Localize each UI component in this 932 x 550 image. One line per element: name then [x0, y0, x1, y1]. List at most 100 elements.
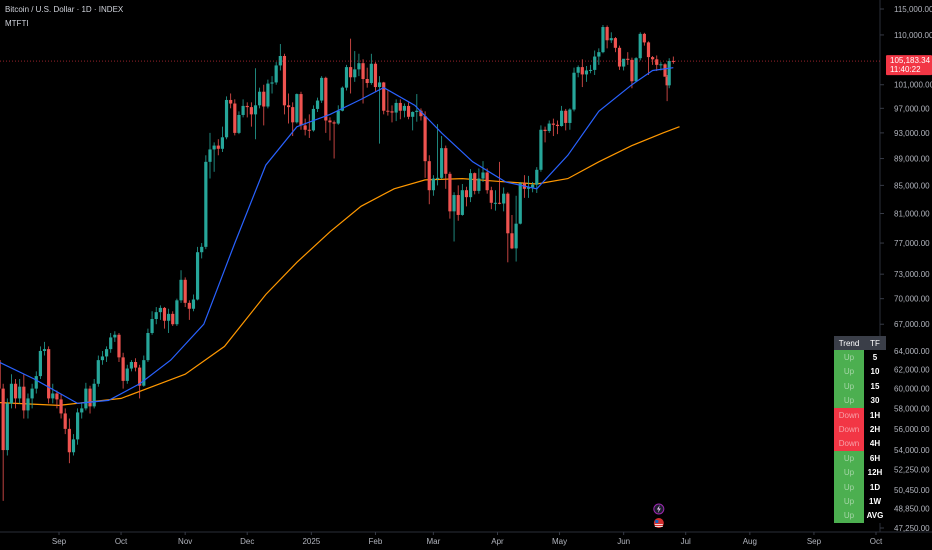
- candle: [531, 181, 535, 193]
- candle-body: [638, 33, 642, 59]
- candle-body: [576, 67, 580, 73]
- candle-body: [456, 195, 460, 215]
- candle: [588, 64, 593, 74]
- candle-body: [659, 64, 663, 66]
- candle: [249, 102, 253, 127]
- candle: [100, 350, 105, 365]
- x-tick-label: Aug: [743, 537, 757, 546]
- indicator-name[interactable]: MTFTI: [5, 19, 29, 28]
- candle: [233, 99, 237, 136]
- timeframe-cell: 1D: [864, 479, 886, 495]
- candle: [622, 58, 626, 71]
- trend-row: Up 6H: [834, 451, 886, 466]
- y-tick-label: 81,000.00: [894, 210, 930, 219]
- candle: [609, 32, 613, 43]
- trend-row: Up 1W: [834, 494, 886, 509]
- candle: [510, 214, 514, 250]
- timeframe-cell: 4H: [864, 436, 886, 452]
- candle: [125, 364, 129, 384]
- candle: [55, 390, 59, 409]
- candle-body: [142, 360, 146, 386]
- candle-body: [204, 161, 208, 247]
- timeframe-cell: 30: [864, 393, 886, 408]
- candle: [344, 64, 349, 91]
- candle: [150, 311, 154, 335]
- candle: [34, 371, 38, 394]
- trend-row: Up 30: [834, 393, 886, 408]
- candle-body: [340, 87, 344, 111]
- x-tick-label: Sep: [52, 537, 67, 546]
- candle: [427, 155, 431, 205]
- candle: [551, 118, 555, 137]
- candle-body: [175, 300, 179, 325]
- candle-body: [100, 356, 105, 361]
- x-axis[interactable]: Sep Oct Nov Dec 2025 Feb Mar Apr May Jun Jul Aug Sep…: [52, 532, 883, 546]
- candle: [518, 181, 522, 225]
- candle: [224, 96, 229, 140]
- timeframe-cell: AVG: [864, 508, 886, 524]
- candle: [42, 341, 47, 356]
- price-badge-price: 105,183.34: [890, 56, 931, 65]
- y-tick-label: 77,000.00: [894, 239, 930, 248]
- event-icons[interactable]: [653, 503, 665, 528]
- timeframe-cell: 2H: [864, 422, 886, 437]
- candle: [133, 358, 138, 372]
- candle-body: [38, 350, 42, 377]
- candle: [158, 305, 162, 320]
- y-axis[interactable]: 115,000.00 110,000.00 101,000.00 97,000.00 9…: [880, 5, 932, 533]
- candle: [386, 90, 390, 116]
- candle: [13, 378, 18, 409]
- candle: [286, 93, 291, 124]
- candle: [671, 56, 675, 64]
- candle: [469, 169, 473, 203]
- candle: [303, 118, 307, 136]
- candle: [456, 185, 460, 221]
- trend-cell: Up: [834, 364, 864, 380]
- candle: [377, 76, 382, 144]
- candle-body: [278, 55, 282, 66]
- candle: [92, 378, 96, 409]
- y-tick-label: 67,000.00: [894, 320, 930, 329]
- candle-body: [237, 114, 241, 133]
- candle-body: [9, 383, 14, 404]
- candle-body: [332, 122, 336, 124]
- flash-icon[interactable]: [653, 503, 665, 515]
- candle-body: [419, 110, 423, 117]
- us-flag-event-icon[interactable]: [653, 518, 664, 528]
- candle: [597, 48, 601, 65]
- candle-body: [146, 332, 150, 361]
- candle-body: [588, 69, 593, 71]
- candle-body: [171, 313, 175, 325]
- candle-body: [431, 178, 435, 191]
- candle: [369, 53, 373, 85]
- candle-body: [59, 399, 63, 414]
- candle-body: [187, 302, 191, 309]
- candle: [665, 75, 669, 102]
- candle-body: [415, 110, 419, 112]
- candle-body: [361, 63, 365, 79]
- candle-body: [80, 408, 84, 413]
- candle-body: [617, 47, 622, 67]
- candle: [560, 105, 564, 127]
- candle: [324, 76, 328, 133]
- candle-body: [518, 183, 522, 224]
- candle: [113, 331, 117, 342]
- candle: [435, 124, 440, 186]
- candle: [71, 434, 76, 456]
- candle-body: [125, 368, 129, 381]
- candle: [613, 37, 617, 53]
- candle: [485, 168, 489, 194]
- candle: [340, 86, 344, 112]
- candle-body: [613, 38, 617, 48]
- x-tick-label: Jul: [681, 537, 691, 546]
- candle-body: [286, 105, 291, 108]
- trend-cell: Up: [834, 465, 864, 480]
- candle: [63, 408, 67, 435]
- candle: [51, 383, 55, 404]
- candle: [291, 102, 295, 137]
- candle: [555, 120, 560, 135]
- candle-body: [249, 107, 253, 115]
- candle: [117, 332, 121, 362]
